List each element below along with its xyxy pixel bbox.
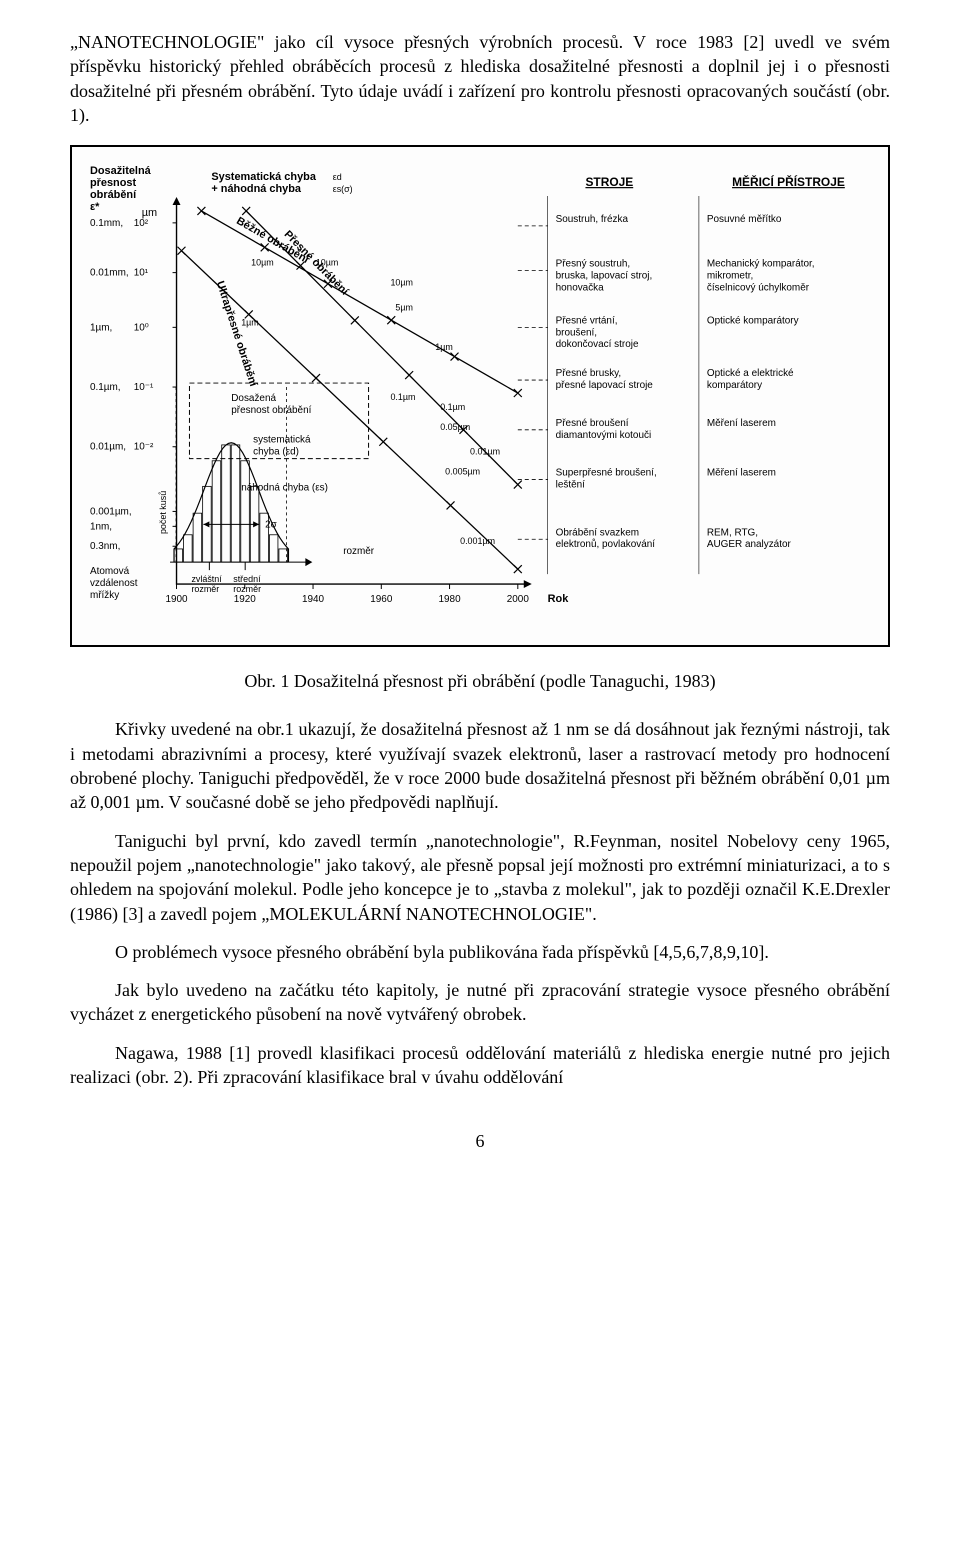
svg-text:2σ: 2σ (265, 520, 277, 531)
svg-text:2000: 2000 (507, 594, 530, 605)
svg-text:Měření laserem: Měření laserem (707, 418, 776, 429)
figure-caption: Obr. 1 Dosažitelná přesnost při obrábění… (70, 669, 890, 693)
svg-text:0.01mm,: 0.01mm, (90, 268, 129, 279)
svg-text:rozměr: rozměr (233, 584, 261, 594)
svg-text:systematická: systematická (253, 435, 311, 446)
svg-text:0.1µm,: 0.1µm, (90, 382, 121, 393)
svg-text:Systematická chyba: Systematická chyba (211, 171, 316, 183)
svg-text:10µm: 10µm (251, 258, 274, 268)
svg-text:Měření laserem: Měření laserem (707, 468, 776, 479)
svg-text:obrábění: obrábění (90, 189, 137, 201)
svg-text:εs(σ): εs(σ) (333, 184, 353, 194)
svg-text:rozměr: rozměr (191, 584, 219, 594)
svg-text:1µm: 1µm (241, 318, 259, 328)
svg-text:1900: 1900 (165, 594, 188, 605)
svg-text:0.1mm,: 0.1mm, (90, 218, 123, 229)
svg-text:MĚŘICÍ PŘÍSTROJE: MĚŘICÍ PŘÍSTROJE (732, 174, 845, 189)
svg-text:přesnost: přesnost (90, 177, 137, 189)
svg-text:1nm,: 1nm, (90, 522, 112, 533)
page-container: „NANOTECHNOLOGIE" jako cíl vysoce přesný… (0, 0, 960, 1194)
svg-text:0.01µm,: 0.01µm, (90, 442, 126, 453)
page-number: 6 (70, 1129, 890, 1153)
svg-text:počet kusů: počet kusů (158, 491, 168, 534)
svg-text:Přesné broušení: Přesné broušení (556, 418, 629, 429)
svg-text:ε*: ε* (90, 201, 100, 213)
svg-text:STROJE: STROJE (585, 175, 633, 189)
svg-text:10⁰: 10⁰ (134, 323, 149, 334)
svg-text:0.05µm: 0.05µm (440, 422, 470, 432)
svg-text:10¹: 10¹ (134, 268, 149, 279)
svg-text:0.005µm: 0.005µm (445, 467, 480, 477)
svg-text:5µm: 5µm (395, 303, 413, 313)
svg-text:0.01µm: 0.01µm (470, 447, 500, 457)
svg-text:Optické komparátory: Optické komparátory (707, 316, 799, 327)
svg-text:1µm,: 1µm, (90, 323, 112, 334)
svg-text:εd: εd (333, 172, 342, 182)
svg-text:rozměr: rozměr (343, 546, 375, 557)
svg-text:Přesné vrtání,: Přesné vrtání, (556, 316, 618, 327)
svg-text:0.3nm,: 0.3nm, (90, 541, 120, 552)
svg-text:1920: 1920 (234, 594, 257, 605)
svg-text:číselnicový úchylkoměr: číselnicový úchylkoměr (707, 283, 810, 294)
svg-text:komparátory: komparátory (707, 380, 762, 391)
svg-text:Dosažená: Dosažená (231, 393, 276, 404)
svg-text:mřížky: mřížky (90, 590, 119, 601)
svg-text:0.1µm: 0.1µm (440, 402, 465, 412)
svg-text:chyba (εd): chyba (εd) (253, 447, 299, 458)
paragraph-1: „NANOTECHNOLOGIE" jako cíl vysoce přesný… (70, 30, 890, 127)
svg-text:1940: 1940 (302, 594, 325, 605)
svg-text:Atomová: Atomová (90, 566, 130, 577)
svg-text:AUGER analyzátor: AUGER analyzátor (707, 539, 792, 550)
svg-text:Posuvné měřítko: Posuvné měřítko (707, 214, 782, 225)
svg-text:Přesný soustruh,: Přesný soustruh, (556, 259, 631, 270)
svg-text:vzdálenost: vzdálenost (90, 578, 138, 589)
svg-text:10⁻²: 10⁻² (134, 442, 154, 453)
figure-frame: Dosažitelnápřesnostobráběníε*µm0.1mm,10²… (70, 145, 890, 647)
svg-text:10µm: 10µm (316, 258, 339, 268)
svg-text:dokončovací stroje: dokončovací stroje (556, 339, 639, 350)
svg-text:bruska, lapovací stroj,: bruska, lapovací stroj, (556, 271, 653, 282)
taniguchi-chart: Dosažitelnápřesnostobráběníε*µm0.1mm,10²… (82, 155, 878, 635)
svg-text:Soustruh, frézka: Soustruh, frézka (556, 214, 629, 225)
paragraph-4: O problémech vysoce přesného obrábění by… (70, 940, 890, 964)
svg-text:přesnost obrábění: přesnost obrábění (231, 405, 311, 416)
svg-text:diamantovými kotouči: diamantovými kotouči (556, 430, 652, 441)
svg-text:10²: 10² (134, 218, 149, 229)
svg-text:0.001µm,: 0.001µm, (90, 507, 132, 518)
svg-text:mikrometr,: mikrometr, (707, 271, 753, 282)
paragraph-3: Taniguchi byl první, kdo zavedl termín „… (70, 829, 890, 926)
svg-text:elektronů, povlakování: elektronů, povlakování (556, 539, 656, 550)
svg-text:Superpřesné broušení,: Superpřesné broušení, (556, 468, 657, 479)
svg-text:Dosažitelná: Dosažitelná (90, 165, 152, 177)
svg-text:zvláštní: zvláštní (191, 574, 222, 584)
svg-text:přesné lapovací stroje: přesné lapovací stroje (556, 380, 654, 391)
svg-text:+ náhodná chyba: + náhodná chyba (211, 183, 302, 195)
svg-text:Obrábění svazkem: Obrábění svazkem (556, 527, 639, 538)
svg-text:Optické a elektrické: Optické a elektrické (707, 368, 794, 379)
svg-text:1µm: 1µm (435, 342, 453, 352)
svg-text:Mechanický komparátor,: Mechanický komparátor, (707, 259, 815, 270)
paragraph-5: Jak bylo uvedeno na začátku této kapitol… (70, 978, 890, 1027)
paragraph-6: Nagawa, 1988 [1] provedl klasifikaci pro… (70, 1041, 890, 1090)
svg-text:0.001µm: 0.001µm (460, 536, 495, 546)
svg-text:střední: střední (233, 574, 261, 584)
svg-text:10µm: 10µm (390, 278, 413, 288)
svg-text:broušení,: broušení, (556, 327, 597, 338)
svg-text:náhodná chyba (εs): náhodná chyba (εs) (241, 483, 328, 494)
svg-text:honovačka: honovačka (556, 283, 605, 294)
svg-text:REM, RTG,: REM, RTG, (707, 527, 758, 538)
svg-text:Ultrapřesné obrábění: Ultrapřesné obrábění (214, 280, 260, 389)
svg-text:1960: 1960 (370, 594, 393, 605)
svg-text:1980: 1980 (438, 594, 461, 605)
svg-text:0.1µm: 0.1µm (390, 392, 415, 402)
paragraph-2: Křivky uvedené na obr.1 ukazují, že dosa… (70, 717, 890, 814)
svg-text:10⁻¹: 10⁻¹ (134, 382, 154, 393)
svg-text:leštění: leštění (556, 480, 586, 491)
svg-text:Rok: Rok (548, 593, 570, 605)
chart-svg: Dosažitelnápřesnostobráběníε*µm0.1mm,10²… (82, 155, 878, 635)
svg-text:Přesné brusky,: Přesné brusky, (556, 368, 622, 379)
